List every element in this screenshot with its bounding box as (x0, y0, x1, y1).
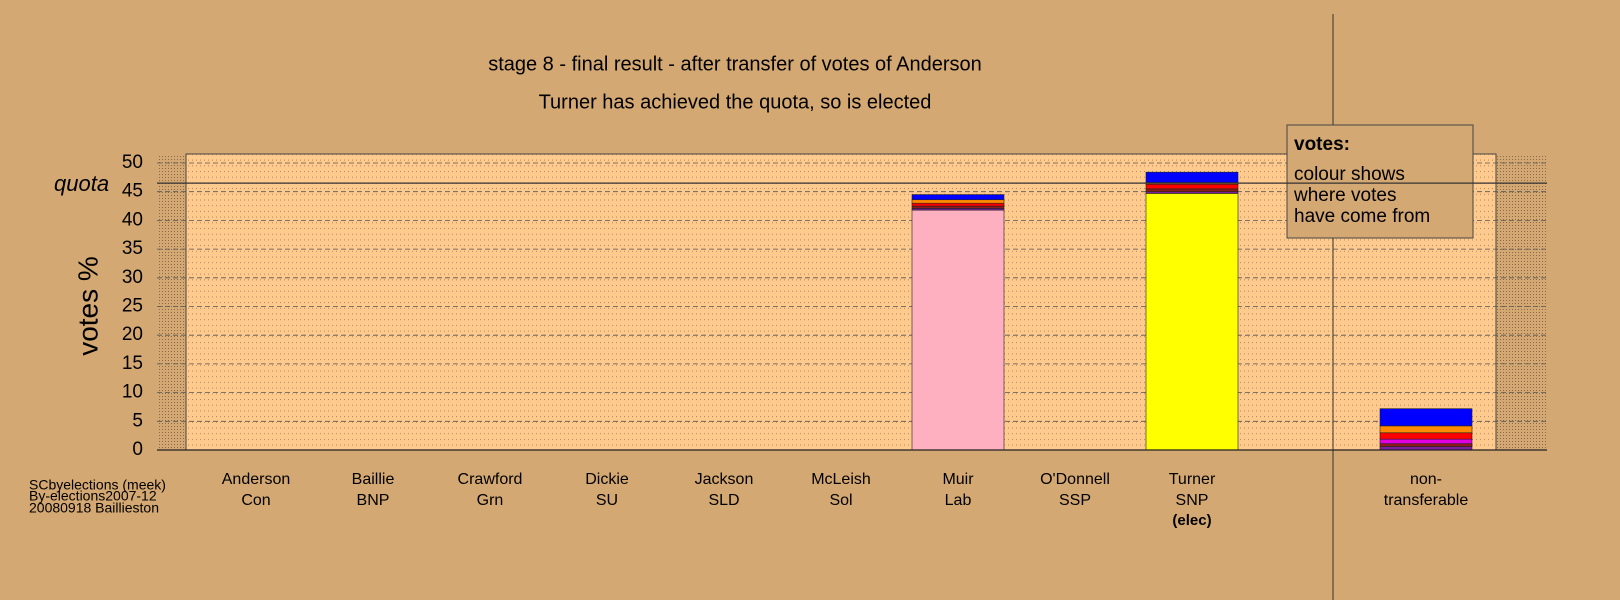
x-tick-sublabel: transferable (1384, 492, 1469, 509)
x-tick-label: Muir (942, 471, 974, 488)
plot-area (185, 153, 1497, 451)
bar-segment (1379, 432, 1473, 440)
x-tick-sublabel: Grn (477, 492, 504, 509)
bar-segment (1379, 408, 1473, 427)
y-tick-label: 0 (132, 439, 143, 460)
x-tick-sublabel: Lab (945, 492, 972, 509)
x-tick-label: Crawford (458, 471, 523, 488)
note-box: votes: colour shows where votes have com… (1286, 124, 1474, 239)
y-tick-label: 5 (132, 410, 143, 431)
quota-label: quota (54, 171, 109, 196)
x-tick-label: Jackson (695, 471, 754, 488)
bar-segment (1379, 438, 1473, 444)
chart-subtitle: Turner has achieved the quota, so is ele… (539, 91, 932, 113)
x-tick-label: non- (1410, 471, 1442, 488)
x-tick-label: Baillie (352, 471, 395, 488)
x-tick-label: Dickie (585, 471, 629, 488)
x-tick-sublabel: SNP (1176, 492, 1209, 509)
bar-segment (1379, 425, 1473, 434)
x-tick-sublabel: SU (596, 492, 618, 509)
y-tick-label: 35 (122, 238, 143, 259)
note-frame (1286, 124, 1474, 239)
note-title: votes: (1294, 134, 1350, 155)
y-tick-label: 10 (122, 382, 143, 403)
y-tick-label: 25 (122, 296, 143, 317)
note-line: where votes (1293, 185, 1396, 206)
footer: SCbyelections (meek) (29, 477, 166, 493)
chart-title: stage 8 - final result - after transfer … (488, 53, 982, 75)
bar-segment (1145, 193, 1239, 451)
y-tick-label: 15 (122, 353, 143, 374)
bar-segment (911, 194, 1005, 201)
bar-segment (1145, 171, 1239, 183)
x-tick-sublabel: SSP (1059, 492, 1091, 509)
bar-segment (911, 199, 1005, 204)
x-tick-label: Turner (1169, 471, 1216, 488)
y-tick-label: 45 (122, 181, 143, 202)
note-line: have come from (1294, 206, 1430, 227)
bar-segment (911, 205, 1005, 209)
x-tick-label: McLeish (811, 471, 871, 488)
bar-segment (1145, 183, 1239, 190)
status-label: (elec) (1172, 512, 1211, 529)
footer: 20080918 Baillieston (29, 500, 159, 516)
bar-segment (1145, 188, 1239, 193)
y-tick-label: 50 (122, 152, 143, 173)
bar-segment (1379, 443, 1473, 447)
x-tick-sublabel: Con (241, 492, 270, 509)
x-tick-sublabel: SLD (708, 492, 739, 509)
y-tick-label: 40 (122, 209, 143, 230)
bar-segment (911, 209, 1005, 451)
footer: By-elections2007-12 (29, 488, 157, 504)
bar-segment (911, 202, 1005, 207)
x-tick-sublabel: BNP (357, 492, 390, 509)
x-tick-sublabel: Sol (829, 492, 852, 509)
y-axis-label: votes % (72, 256, 103, 356)
x-tick-label: Anderson (222, 471, 291, 488)
y-tick-label: 30 (122, 267, 143, 288)
note-line: colour shows (1294, 164, 1405, 185)
y-tick-label: 20 (122, 324, 143, 345)
x-tick-label: O'Donnell (1040, 471, 1110, 488)
